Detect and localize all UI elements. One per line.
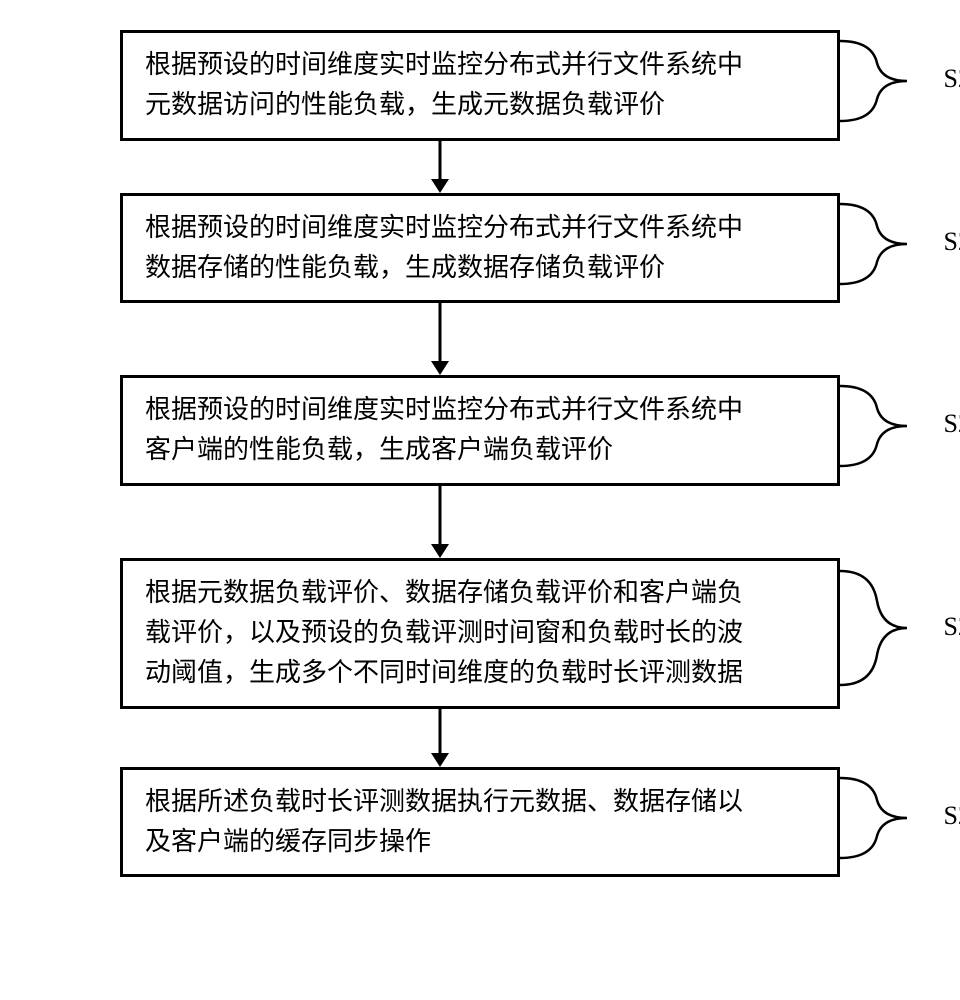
step-text: 客户端的性能负载，生成客户端负载评价	[145, 430, 815, 470]
step-box-s250: 根据所述负载时长评测数据执行元数据、数据存储以 及客户端的缓存同步操作 S250	[120, 767, 840, 878]
step-text: 元数据访问的性能负载，生成元数据负载评价	[145, 85, 815, 125]
step-label-s230: S230	[944, 404, 960, 444]
step-text: 载评价，以及预设的负载评测时间窗和负载时长的波	[145, 613, 815, 653]
step-box-s240: 根据元数据负载评价、数据存储负载评价和客户端负 载评价，以及预设的负载评测时间窗…	[120, 558, 840, 709]
step-box-s230: 根据预设的时间维度实时监控分布式并行文件系统中 客户端的性能负载，生成客户端负载…	[120, 375, 840, 486]
arrow-down-icon	[0, 709, 960, 767]
arrow-down-icon	[0, 303, 960, 375]
bracket-icon	[837, 770, 927, 866]
step-text: 根据预设的时间维度实时监控分布式并行文件系统中	[145, 390, 815, 430]
step-group-s230: 根据预设的时间维度实时监控分布式并行文件系统中 客户端的性能负载，生成客户端负载…	[0, 375, 960, 486]
step-label-s250: S250	[944, 796, 960, 836]
step-text: 动阈值，生成多个不同时间维度的负载时长评测数据	[145, 653, 815, 693]
step-label-s220: S220	[944, 222, 960, 262]
step-text: 根据预设的时间维度实时监控分布式并行文件系统中	[145, 45, 815, 85]
step-label-s240: S240	[944, 607, 960, 647]
step-group-s210: 根据预设的时间维度实时监控分布式并行文件系统中 元数据访问的性能负载，生成元数据…	[0, 30, 960, 141]
step-text: 根据预设的时间维度实时监控分布式并行文件系统中	[145, 208, 815, 248]
step-text: 根据元数据负载评价、数据存储负载评价和客户端负	[145, 573, 815, 613]
step-box-s210: 根据预设的时间维度实时监控分布式并行文件系统中 元数据访问的性能负载，生成元数据…	[120, 30, 840, 141]
arrow-down-icon	[0, 141, 960, 193]
step-box-s220: 根据预设的时间维度实时监控分布式并行文件系统中 数据存储的性能负载，生成数据存储…	[120, 193, 840, 304]
flowchart: 根据预设的时间维度实时监控分布式并行文件系统中 元数据访问的性能负载，生成元数据…	[0, 0, 960, 1000]
step-label-s210: S210	[944, 59, 960, 99]
arrow-down-icon	[0, 486, 960, 558]
step-text: 根据所述负载时长评测数据执行元数据、数据存储以	[145, 782, 815, 822]
step-group-s240: 根据元数据负载评价、数据存储负载评价和客户端负 载评价，以及预设的负载评测时间窗…	[0, 558, 960, 709]
bracket-icon	[837, 196, 927, 292]
step-group-s250: 根据所述负载时长评测数据执行元数据、数据存储以 及客户端的缓存同步操作 S250	[0, 767, 960, 878]
step-text: 数据存储的性能负载，生成数据存储负载评价	[145, 248, 815, 288]
bracket-icon	[837, 33, 927, 129]
step-text: 及客户端的缓存同步操作	[145, 822, 815, 862]
bracket-icon	[837, 561, 927, 695]
step-group-s220: 根据预设的时间维度实时监控分布式并行文件系统中 数据存储的性能负载，生成数据存储…	[0, 193, 960, 304]
bracket-icon	[837, 378, 927, 474]
